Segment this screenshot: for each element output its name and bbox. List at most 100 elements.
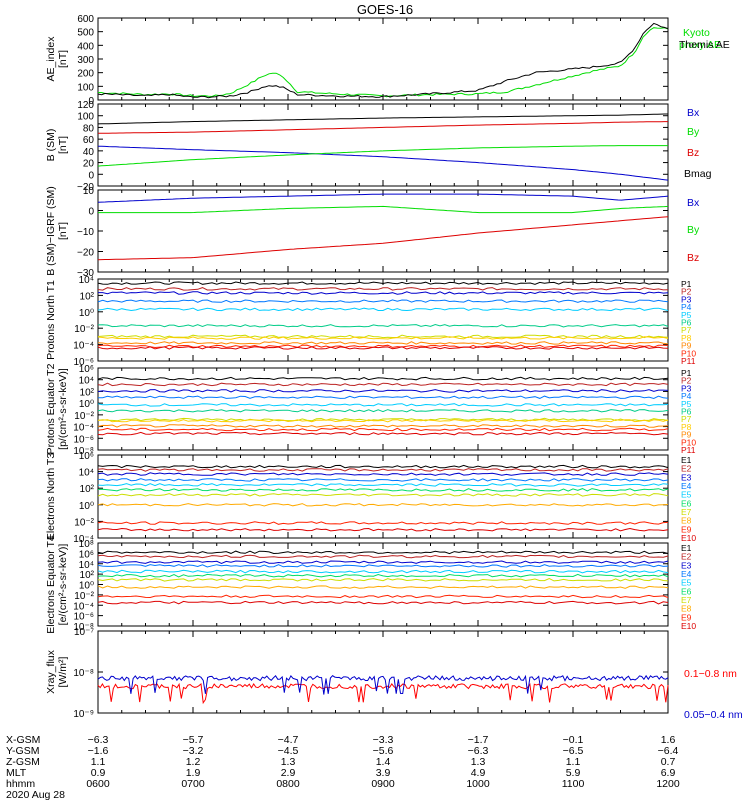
y-axis-label: B (SM)−IGRF (SM) <box>45 186 57 276</box>
y-axis-unit: [nT] <box>57 50 69 68</box>
x-tick-label: 1.2 <box>186 756 201 768</box>
panel-8: 10⁻⁹ 10⁻⁸ 10⁻⁷ Xray_flux [W/m²] 0.1−0.8 nm 0.0… <box>45 627 743 721</box>
series-line <box>97 578 669 582</box>
legend-entry: E3 <box>681 560 692 570</box>
y-axis-label: Electrons Equator T4 <box>45 535 57 634</box>
series-line <box>97 424 669 428</box>
x-tick-label: 1.1 <box>91 756 106 768</box>
series-line <box>97 464 669 469</box>
series-line <box>97 409 669 413</box>
x-tick-label: −6.4 <box>658 745 679 757</box>
legend-entry: P4 <box>681 391 692 401</box>
legend-entry: E6 <box>681 586 692 596</box>
y-tick-label: 80 <box>83 123 95 134</box>
y-tick-label: 10² <box>80 291 95 302</box>
panel-frame <box>97 189 669 273</box>
series-line <box>97 488 669 492</box>
x-tick-label: 1.9 <box>186 767 201 779</box>
y-tick-label: 10⁻⁴ <box>73 601 94 612</box>
legend-entry: P3 <box>681 383 692 393</box>
legend-entry: E5 <box>681 490 692 500</box>
series-line <box>97 554 669 559</box>
series-line <box>97 569 669 574</box>
series-line <box>97 193 669 203</box>
y-tick-label: 10⁰ <box>79 308 94 319</box>
series-line <box>98 395 669 400</box>
y-axis-label: Electrons North T3 <box>45 453 57 541</box>
chart-title: GOES-16 <box>357 2 413 17</box>
y-tick-label: 10⁻⁴ <box>73 423 94 434</box>
x-row-label: MLT <box>6 767 27 779</box>
legend-entry: P2 <box>681 287 692 297</box>
legend-entry: E1 <box>681 543 692 553</box>
series-line <box>98 419 669 423</box>
x-tick-label: 1200 <box>656 778 680 790</box>
panel-frame <box>97 367 669 451</box>
series-line <box>97 594 669 599</box>
series-line <box>97 674 669 695</box>
y-tick-label: 10⁻⁴ <box>73 534 94 545</box>
legend-entry: P11 <box>681 356 696 366</box>
legend-entry: E8 <box>681 604 692 614</box>
legend-entry: Bz <box>687 252 699 264</box>
x-tick-label: 6.9 <box>661 767 676 779</box>
panel-frame <box>97 542 669 627</box>
y-axis-label: Protons North T1 <box>45 280 57 360</box>
x-tick-label: 1.6 <box>661 734 676 746</box>
series-line <box>97 346 669 350</box>
x-tick-label: −6.3 <box>88 734 109 746</box>
y-axis-unit: [e/(cm²-s-sr-keV)] <box>57 544 69 626</box>
y-tick-label: 10⁰ <box>79 501 94 512</box>
x-tick-label: 1.1 <box>566 756 581 768</box>
y-tick-label: 10⁴ <box>79 468 94 479</box>
series-line <box>97 585 669 589</box>
y-tick-label: 0 <box>88 207 94 218</box>
legend-entry: E9 <box>681 524 692 534</box>
y-tick-label: 10⁻⁴ <box>73 341 94 352</box>
series-line <box>97 216 669 261</box>
series-line <box>97 341 669 345</box>
series-line <box>97 389 669 393</box>
legend-entry: P8 <box>681 422 692 432</box>
series-line <box>97 382 669 387</box>
legend-entry: E10 <box>681 621 696 631</box>
legend-entry: 0.05−0.4 nm <box>684 709 743 721</box>
x-tick-label: 0.9 <box>91 767 106 779</box>
legend-entry: P5 <box>681 310 692 320</box>
legend-entry: P7 <box>681 414 692 424</box>
series-line <box>97 600 669 605</box>
legend-entry: P4 <box>681 302 692 312</box>
legend-entry: proxy AE <box>679 39 721 51</box>
x-tick-label: −3.3 <box>373 734 394 746</box>
x-tick-label: 2.9 <box>281 767 296 779</box>
legend-entry: Bz <box>687 147 699 159</box>
legend-entry: E6 <box>681 498 692 508</box>
legend-entry: P1 <box>681 279 692 289</box>
y-tick-label: 10⁴ <box>79 275 94 286</box>
y-tick-label: 0 <box>88 96 94 107</box>
x-tick-label: 0.7 <box>661 756 676 768</box>
y-tick-label: 0 <box>88 170 94 181</box>
legend-entry: E3 <box>681 472 692 482</box>
series-line <box>97 503 669 507</box>
series-line <box>97 145 669 181</box>
series-line <box>97 472 669 476</box>
legend-entry: 0.1−0.8 nm <box>684 668 737 680</box>
y-tick-label: 10⁴ <box>79 376 94 387</box>
legend-entry: P10 <box>681 348 696 358</box>
y-tick-label: 10⁻⁹ <box>73 709 94 720</box>
legend-entry: E2 <box>681 464 692 474</box>
legend-entry: E2 <box>681 552 692 562</box>
series-line <box>98 205 669 214</box>
x-tick-label: 0800 <box>276 778 300 790</box>
legend-entry: E4 <box>681 569 692 579</box>
date-label: 2020 Aug 28 <box>6 789 65 800</box>
legend-entry: E9 <box>681 612 692 622</box>
legend-entry: E10 <box>681 533 696 543</box>
y-tick-label: 10⁰ <box>79 399 94 410</box>
legend-entry: P8 <box>681 333 692 343</box>
legend-entry: P9 <box>681 341 692 351</box>
x-tick-label: 0600 <box>86 778 110 790</box>
